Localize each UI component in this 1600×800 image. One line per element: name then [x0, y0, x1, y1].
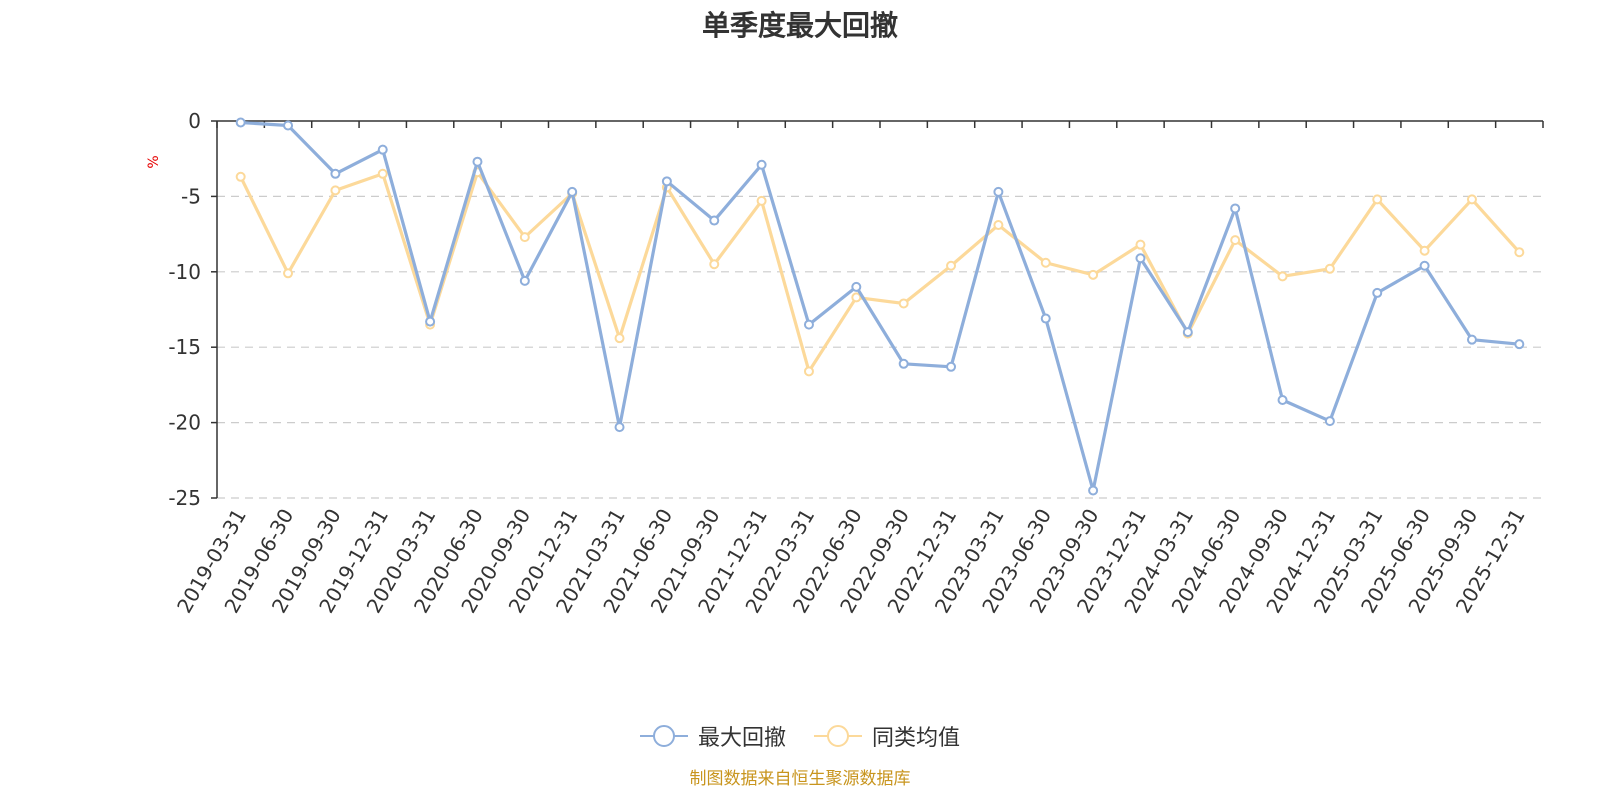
data-point-peer-average — [756, 195, 767, 206]
data-point-peer-average — [235, 171, 246, 182]
data-point-peer-average — [614, 333, 625, 344]
data-point-max-drawdown — [756, 159, 767, 170]
data-point-peer-average — [898, 298, 909, 309]
data-point-max-drawdown — [661, 176, 672, 187]
legend: 最大回撤 同类均值 — [0, 720, 1600, 752]
data-point-max-drawdown — [519, 275, 530, 286]
circle-line-icon — [639, 723, 688, 749]
y-tick-label: -10 — [168, 260, 201, 284]
data-point-peer-average — [1419, 245, 1430, 256]
data-point-peer-average — [1514, 247, 1525, 258]
data-point-max-drawdown — [1372, 287, 1383, 298]
data-point-max-drawdown — [472, 156, 483, 167]
data-point-peer-average — [1230, 235, 1241, 246]
data-point-max-drawdown — [425, 316, 436, 327]
chart-title: 单季度最大回撤 — [701, 9, 898, 42]
data-point-peer-average — [1040, 257, 1051, 268]
y-tick-label: -20 — [168, 411, 201, 435]
data-point-peer-average — [1088, 269, 1099, 280]
data-point-peer-average — [1466, 194, 1477, 205]
data-point-peer-average — [283, 268, 294, 279]
y-tick-label: -15 — [168, 335, 201, 359]
data-point-peer-average — [1372, 194, 1383, 205]
data-point-max-drawdown — [567, 186, 578, 197]
data-point-max-drawdown — [898, 358, 909, 369]
data-point-max-drawdown — [851, 281, 862, 292]
y-tick-label: -5 — [181, 184, 201, 208]
data-point-max-drawdown — [993, 186, 1004, 197]
legend-item-max-drawdown[interactable]: 最大回撤 — [639, 720, 786, 752]
data-point-max-drawdown — [709, 215, 720, 226]
data-point-max-drawdown — [946, 361, 957, 372]
data-point-max-drawdown — [235, 117, 246, 128]
data-point-max-drawdown — [1466, 334, 1477, 345]
data-point-peer-average — [851, 292, 862, 303]
series-line-peer-average — [239, 170, 1521, 373]
data-point-peer-average — [803, 366, 814, 377]
series-line-max-drawdown — [240, 120, 1520, 493]
data-point-max-drawdown — [803, 319, 814, 330]
line-chart: 0-5-10-15-20-252019-03-312019-06-302019-… — [146, 109, 1544, 617]
data-point-max-drawdown — [1277, 394, 1288, 405]
data-source-note: 制图数据来自恒生聚源数据库 — [689, 769, 911, 789]
data-point-peer-average — [993, 220, 1004, 231]
data-point-max-drawdown — [1040, 313, 1051, 324]
data-point-peer-average — [377, 168, 388, 179]
data-point-max-drawdown — [377, 144, 388, 155]
y-tick-label: -25 — [168, 486, 201, 510]
data-point-max-drawdown — [1324, 416, 1335, 427]
data-point-peer-average — [1324, 263, 1335, 274]
y-tick-label: 0 — [188, 109, 201, 133]
data-point-peer-average — [330, 185, 341, 196]
data-point-max-drawdown — [614, 422, 625, 433]
data-point-peer-average — [1277, 271, 1288, 282]
data-point-max-drawdown — [330, 168, 341, 179]
data-point-max-drawdown — [283, 120, 294, 131]
data-point-peer-average — [1135, 239, 1146, 250]
data-point-peer-average — [519, 232, 530, 243]
legend-item-peer-average[interactable]: 同类均值 — [814, 720, 960, 752]
data-point-max-drawdown — [1514, 339, 1525, 350]
data-point-max-drawdown — [1230, 203, 1241, 214]
legend-label: 同类均值 — [872, 726, 961, 751]
legend-label: 最大回撤 — [697, 726, 786, 751]
data-point-max-drawdown — [1182, 327, 1193, 338]
data-point-peer-average — [946, 260, 957, 271]
data-point-max-drawdown — [1135, 253, 1146, 264]
circle-line-icon — [814, 723, 862, 749]
data-point-peer-average — [709, 259, 720, 270]
data-point-max-drawdown — [1419, 260, 1430, 271]
y-axis-unit-label: % — [146, 155, 162, 168]
data-point-max-drawdown — [1088, 485, 1099, 496]
